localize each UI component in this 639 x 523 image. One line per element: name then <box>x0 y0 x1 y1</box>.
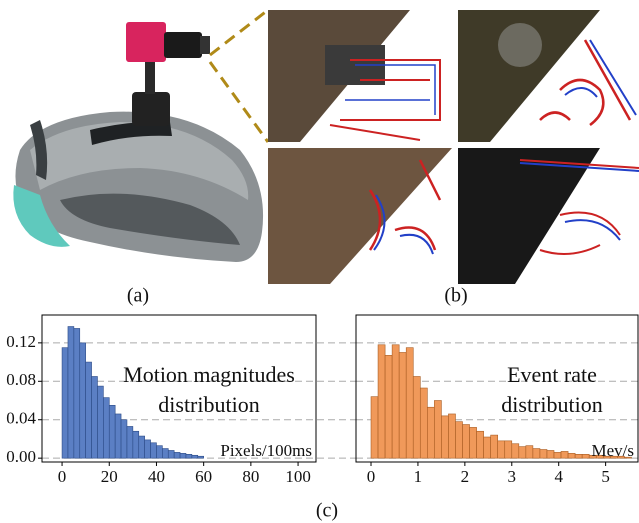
x-tick-label: 80 <box>242 467 259 486</box>
bar <box>434 401 441 459</box>
bar <box>156 446 162 458</box>
x-tick-label: 20 <box>101 467 118 486</box>
bar <box>420 388 427 458</box>
bar <box>80 343 86 458</box>
x-unit: Pixels/100ms <box>220 441 312 460</box>
bar <box>547 450 554 458</box>
panel-label: (c) <box>316 500 338 522</box>
y-tick-label: 0.08 <box>6 370 36 389</box>
y-tick-label: 0.04 <box>6 409 36 428</box>
bar <box>151 443 157 458</box>
bar <box>582 454 589 458</box>
bar <box>554 452 561 458</box>
bar <box>455 422 462 459</box>
bar <box>498 441 505 458</box>
x-tick-label: 2 <box>461 467 470 486</box>
panel-label: (a) <box>127 285 149 307</box>
annotation: distribution <box>158 392 259 417</box>
bar <box>103 398 109 459</box>
bar <box>168 450 174 458</box>
bar <box>139 436 145 458</box>
bar <box>162 449 168 459</box>
bar <box>371 397 378 458</box>
bar <box>127 426 133 458</box>
bar <box>568 453 575 458</box>
bar <box>448 414 455 458</box>
x-tick-label: 3 <box>508 467 517 486</box>
bar <box>540 450 547 459</box>
bar <box>86 362 92 458</box>
bar <box>378 345 385 458</box>
x-unit: Mev/s <box>592 441 635 460</box>
x-tick-label: 1 <box>414 467 423 486</box>
bar <box>470 427 477 458</box>
x-tick-label: 0 <box>58 467 67 486</box>
x-tick-label: 100 <box>285 467 311 486</box>
bar <box>62 348 68 458</box>
annotation: distribution <box>501 392 602 417</box>
bar <box>115 414 121 458</box>
bar <box>399 352 406 458</box>
bar <box>174 452 180 458</box>
bar <box>109 405 115 458</box>
bar <box>68 327 74 459</box>
helmet-photo <box>13 22 263 262</box>
bar <box>484 437 491 458</box>
bar <box>406 348 413 458</box>
bar <box>192 455 198 458</box>
figure: (a) (b) (c) 0204060801000.000.040.080.12… <box>0 0 639 523</box>
bar <box>145 440 151 458</box>
bar <box>413 376 420 458</box>
bar <box>92 376 98 458</box>
bar <box>97 386 103 458</box>
bar <box>533 449 540 459</box>
y-tick-label: 0.12 <box>6 332 36 351</box>
bar <box>133 431 139 458</box>
bar <box>198 456 204 458</box>
bar <box>512 444 519 458</box>
bar <box>180 453 186 458</box>
annotation: Motion magnitudes <box>123 362 295 387</box>
zoom-line <box>210 10 268 55</box>
bar <box>121 420 127 458</box>
x-tick-label: 60 <box>195 467 212 486</box>
annotation: Event rate <box>507 362 597 387</box>
bar <box>427 407 434 458</box>
bar <box>385 355 392 458</box>
bar <box>186 454 192 458</box>
bar <box>575 454 582 458</box>
bar <box>477 431 484 458</box>
bar <box>526 446 533 458</box>
x-tick-label: 5 <box>601 467 610 486</box>
bar <box>561 451 568 458</box>
bar <box>392 345 399 458</box>
x-tick-label: 4 <box>554 467 563 486</box>
x-tick-label: 0 <box>367 467 376 486</box>
x-tick-label: 40 <box>148 467 165 486</box>
bar <box>441 416 448 458</box>
zoom-line <box>210 62 268 142</box>
bar <box>491 435 498 458</box>
bar <box>519 447 526 459</box>
y-tick-label: 0.00 <box>6 447 36 466</box>
bar <box>505 441 512 458</box>
bar <box>74 328 80 458</box>
bar <box>463 425 470 459</box>
panel-label: (b) <box>444 285 467 307</box>
event-tiles <box>268 10 639 284</box>
